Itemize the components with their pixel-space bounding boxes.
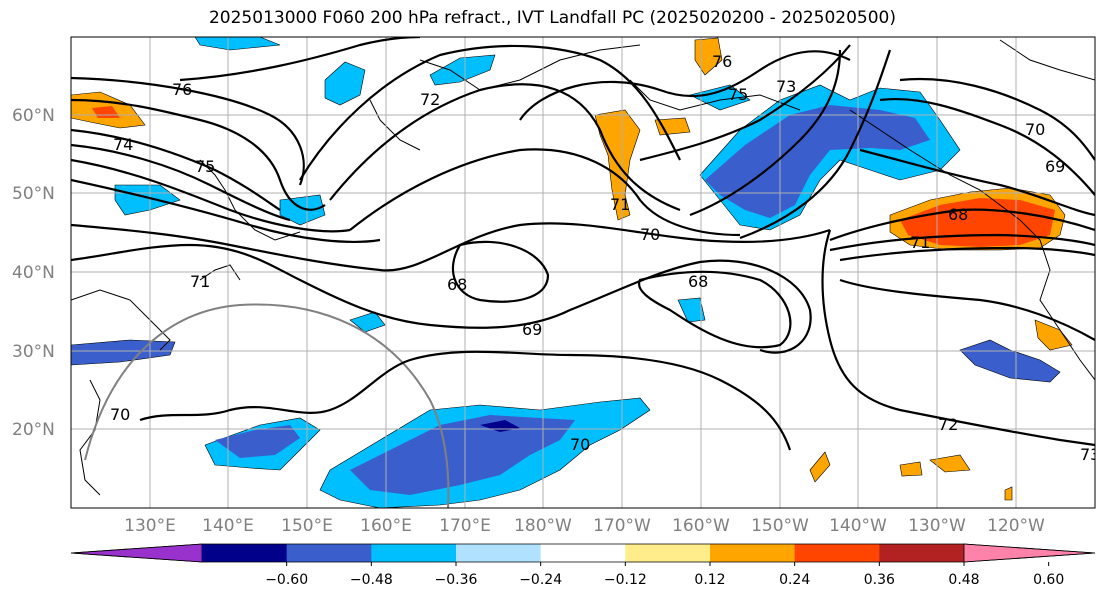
shading-blob (324, 61, 366, 106)
shading-blob (194, 37, 281, 51)
colorbar-tick-label: −0.24 (519, 572, 562, 588)
colorbar-segment (456, 544, 542, 562)
contour-label: 70 (640, 225, 660, 244)
colorbar-tick-label: 0.24 (779, 572, 810, 588)
lon-label: 130°W (908, 516, 966, 536)
contour-label: 70 (1025, 120, 1045, 139)
range-circle (84, 303, 450, 508)
shading-blob (279, 194, 326, 226)
longitude-labels: 130°E 140°E 150°E 160°E 170°E 180°W 170°… (124, 516, 1045, 536)
lon-label: 160°W (672, 516, 730, 536)
map-title: 2025013000 F060 200 hPa refract., IVT La… (208, 8, 896, 28)
contour-label: 71 (610, 195, 630, 214)
shading-blob (349, 311, 386, 333)
map-frame (70, 36, 1096, 509)
contour-labels: 76 74 75 72 75 73 76 70 69 71 70 68 71 7… (110, 52, 1100, 464)
lat-label: 60°N (12, 106, 55, 126)
contour-label: 72 (938, 415, 958, 434)
colorbar-tick-label: 0.48 (948, 572, 979, 588)
colorbar-tick-label: 0.36 (864, 572, 895, 588)
colorbar-segment (710, 544, 796, 562)
lon-label: 130°E (124, 516, 176, 536)
lon-label: 140°E (202, 516, 254, 536)
shading-blob (705, 105, 930, 218)
contour-label: 69 (1045, 157, 1065, 176)
lat-label: 40°N (12, 263, 55, 283)
lon-label: 140°W (829, 516, 887, 536)
colorbar-segment (540, 544, 626, 562)
contour-label: 76 (712, 52, 732, 71)
shading-blob (677, 297, 706, 323)
lon-label: 150°W (751, 516, 809, 536)
colorbar-tick-label: −0.60 (265, 572, 308, 588)
lon-label: 170°W (593, 516, 651, 536)
contour-label: 76 (172, 80, 192, 99)
contour-label: 68 (688, 272, 708, 291)
refractivity-contours (71, 37, 1095, 451)
lon-label: 120°W (987, 516, 1045, 536)
colorbar-tick-label: −0.48 (350, 572, 393, 588)
contour-label: 74 (113, 135, 133, 154)
lon-label: 150°E (281, 516, 333, 536)
shading-blob (215, 425, 300, 458)
colorbar-segment (202, 544, 288, 562)
colorbar-extend-max (963, 543, 1096, 563)
colorbar-segment (879, 544, 965, 562)
shading-blob (694, 37, 723, 76)
colorbar-segment (794, 544, 880, 562)
contour-label: 72 (420, 90, 440, 109)
contour-label: 73 (776, 77, 796, 96)
contour-label: 70 (110, 405, 130, 424)
contour-label: 70 (570, 435, 590, 454)
shading-blob (809, 451, 831, 483)
contour-label: 69 (522, 320, 542, 339)
latitude-labels: 60°N 50°N 40°N 30°N 20°N (12, 106, 55, 440)
coastlines (71, 39, 1095, 496)
contour-label: 75 (728, 85, 748, 104)
colorbar-tick-label: −0.12 (604, 572, 647, 588)
colorbar-extend-min (70, 543, 203, 563)
shading-blob (429, 54, 496, 86)
contour-label: 68 (447, 275, 467, 294)
shading-blob (71, 339, 176, 366)
colorbar-segment (625, 544, 711, 562)
shading-blob (1004, 486, 1013, 501)
lon-label: 180°W (514, 516, 572, 536)
shading-blob (1034, 319, 1073, 351)
gridlines (71, 37, 1095, 508)
colorbar-segment (371, 544, 457, 562)
shading-blob (899, 461, 923, 477)
contour-label: 73 (1080, 445, 1100, 464)
colorbar-segment (286, 544, 372, 562)
map-plot-area: 76 74 75 72 75 73 76 70 69 71 70 68 71 7… (71, 37, 1100, 508)
shading-blob (689, 84, 751, 111)
colorbar-tick-label: −0.36 (435, 572, 478, 588)
contour-label: 68 (948, 205, 968, 224)
colorbar: −0.60 −0.48 −0.36 −0.24 −0.12 0.12 0.24 0.36 0.4… (70, 543, 1096, 588)
contour-label: 71 (190, 272, 210, 291)
contour-label: 71 (910, 233, 930, 252)
colorbar-tick-label: 0.60 (1033, 572, 1064, 588)
lat-label: 50°N (12, 184, 55, 204)
lat-label: 30°N (12, 342, 55, 362)
shading-blob (654, 117, 691, 136)
lat-label: 20°N (12, 420, 55, 440)
shading-blob (350, 415, 575, 495)
shading-blob (929, 454, 971, 473)
lon-label: 160°E (360, 516, 412, 536)
colorbar-tick-label: 0.12 (694, 572, 725, 588)
colorbar-outline (70, 543, 1096, 563)
contour-label: 75 (195, 157, 215, 176)
lon-label: 170°E (439, 516, 491, 536)
